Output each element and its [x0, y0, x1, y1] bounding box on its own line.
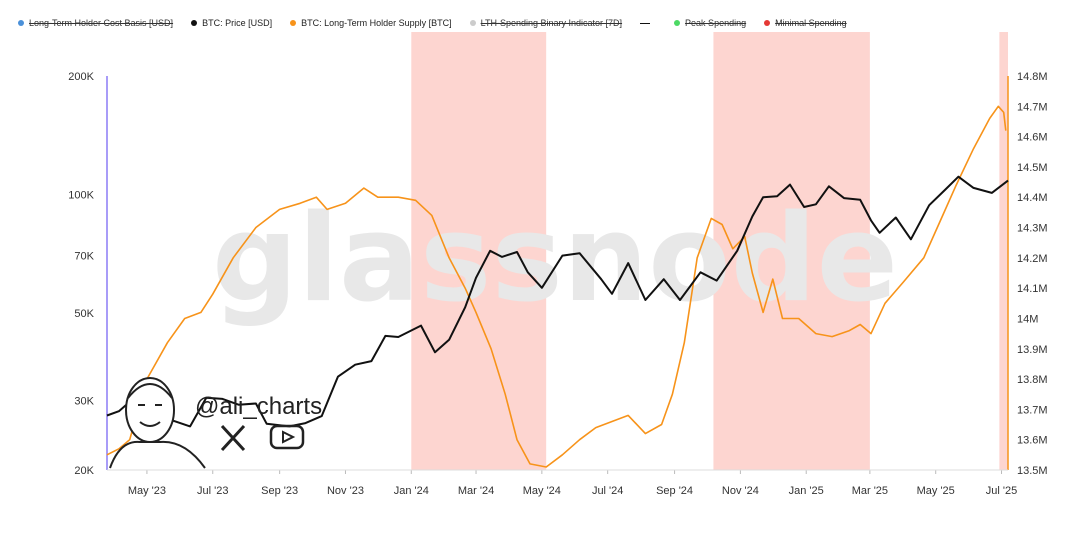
- y-right-tick-label: 14.1M: [1017, 283, 1048, 295]
- y-left-tick-label: 70K: [74, 251, 94, 263]
- x-axis: May '23 Jul '23 Sep '23 Nov '23 Jan '24 Mar '…: [128, 470, 1017, 497]
- x-tick-label: Nov '24: [722, 485, 759, 497]
- legend-item[interactable]: Peak Spending: [674, 18, 746, 28]
- x-tick-label: May '24: [523, 485, 561, 497]
- spending-period-band: [411, 32, 547, 470]
- author-avatar: [109, 377, 206, 469]
- x-tick-label: Sep '23: [261, 485, 298, 497]
- legend-item[interactable]: [640, 22, 656, 24]
- dash-marker-icon: [640, 22, 651, 24]
- y-left-tick-label: 20K: [74, 465, 94, 477]
- x-logo-icon: [220, 424, 246, 452]
- dot-marker-icon: [290, 20, 297, 26]
- legend-label: BTC: Price [USD]: [202, 18, 273, 28]
- btc-price-line: [106, 175, 1009, 428]
- y-right-tick-label: 13.7M: [1017, 404, 1048, 416]
- y-right-tick-label: 14M: [1017, 313, 1038, 325]
- youtube-icon: [269, 424, 305, 450]
- x-tick-label: Mar '25: [852, 485, 888, 497]
- legend-label: Peak Spending: [685, 18, 747, 28]
- watermark: glassnode: [212, 190, 898, 329]
- x-tick-label: Nov '23: [327, 485, 364, 497]
- legend-item[interactable]: Long-Term Holder Cost Basis [USD]: [18, 18, 173, 28]
- spending-period-band: [999, 32, 1008, 470]
- dot-marker-icon: [674, 20, 681, 26]
- x-tick-label: Jul '23: [197, 485, 228, 497]
- legend-label: BTC: Long-Term Holder Supply [BTC]: [301, 18, 452, 28]
- legend-item[interactable]: BTC: Long-Term Holder Supply [BTC]: [290, 18, 452, 28]
- x-tick-label: May '25: [917, 485, 955, 497]
- y-axis-right: 13.5M 13.6M 13.7M 13.8M 13.9M 14M 14.1M 14.2M 14…: [1017, 71, 1048, 477]
- y-right-tick-label: 13.8M: [1017, 374, 1048, 386]
- dot-marker-icon: [191, 20, 198, 26]
- lth-supply-line: [106, 105, 1007, 468]
- y-left-tick-label: 30K: [74, 396, 94, 408]
- chart-legend: Long-Term Holder Cost Basis [USD] BTC: Pr…: [18, 14, 865, 32]
- y-left-tick-label: 200K: [68, 71, 94, 83]
- x-tick-label: Sep '24: [656, 485, 693, 497]
- x-tick-label: Jul '24: [592, 485, 623, 497]
- x-tick-label: Jan '24: [394, 485, 429, 497]
- legend-item[interactable]: BTC: Price [USD]: [191, 18, 272, 28]
- x-tick-label: May '23: [128, 485, 166, 497]
- y-right-tick-label: 13.9M: [1017, 344, 1048, 356]
- legend-item[interactable]: Minimal Spending: [764, 18, 847, 28]
- y-left-tick-label: 50K: [74, 308, 94, 320]
- chart-series: [106, 105, 1009, 468]
- y-left-tick-label: 100K: [68, 190, 94, 202]
- author-handle: @ali_charts: [195, 393, 322, 420]
- dot-marker-icon: [18, 20, 24, 26]
- y-right-tick-label: 14.3M: [1017, 223, 1048, 235]
- legend-label: Long-Term Holder Cost Basis [USD]: [29, 18, 174, 28]
- y-right-tick-label: 14.5M: [1017, 162, 1048, 174]
- spending-period-band: [713, 32, 870, 470]
- y-right-tick-label: 14.7M: [1017, 101, 1048, 113]
- y-axis-left: 20K 30K 50K 70K 100K 200K: [68, 71, 94, 477]
- dot-marker-icon: [469, 20, 476, 26]
- legend-label: LTH-Spending Binary Indicator [7D]: [480, 18, 623, 28]
- y-right-tick-label: 14.8M: [1017, 71, 1048, 83]
- x-tick-label: Mar '24: [458, 485, 494, 497]
- legend-label: Minimal Spending: [775, 18, 847, 28]
- dot-marker-icon: [764, 20, 771, 26]
- legend-item[interactable]: LTH-Spending Binary Indicator [7D]: [469, 18, 623, 28]
- y-right-tick-label: 14.4M: [1017, 192, 1048, 204]
- x-tick-label: Jul '25: [986, 485, 1017, 497]
- y-right-tick-label: 14.2M: [1017, 253, 1048, 265]
- y-right-tick-label: 13.5M: [1017, 465, 1048, 477]
- x-tick-label: Jan '25: [789, 485, 824, 497]
- y-right-tick-label: 14.6M: [1017, 132, 1048, 144]
- spending-periods: [411, 32, 1008, 470]
- y-right-tick-label: 13.6M: [1017, 435, 1048, 447]
